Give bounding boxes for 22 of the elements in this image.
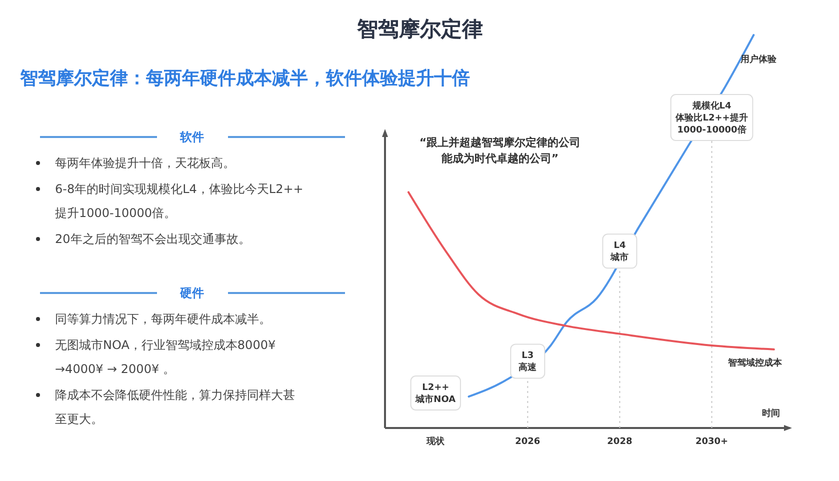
annotation: L3 高速 [518,351,538,374]
text: 每两年体验提升十倍，天花板高。 [55,156,235,170]
x-tick-label: 2030+ [695,437,728,447]
text: 6-8年的时间实现规模化L4，体验比今天L2++提升1000-10000倍。 [55,182,304,220]
annotation: “跟上并超越智驾摩尔定律的公司能成为时代卓越的公司” [419,136,581,165]
series-label: 智驾域控成本 [726,357,783,368]
x-tick-label: 现状 [426,436,446,447]
text: 同等算力情况下，每两年硬件成本减半。 [55,312,271,326]
annotation: L4 城市 [610,241,629,264]
annotation: L2++ 城市NOA [414,383,456,405]
text: 软件 [179,130,204,144]
x-tick-label: 2026 [515,437,540,447]
annotation: 规模化L4 体验比L2++提升 1000-10000倍 [674,100,748,136]
text: 智驾摩尔定律：每两年硬件成本减半，软件体验提升十倍 [19,68,470,89]
chart-title: 智驾摩尔定律 [356,16,483,41]
x-tick-label: 2028 [607,437,632,447]
series-label: 用户体验 [740,54,778,65]
x-axis-title: 时间 [762,408,780,419]
text: 无图城市NOA，行业智驾域控成本8000¥ →4000¥ → 2000¥ 。 [55,338,276,376]
text: 硬件 [179,286,204,300]
text: 降成本不会降低硬件性能，算力保持同样大甚至更大。 [55,388,295,426]
text: 20年之后的智驾不会出现交通事故。 [55,232,250,246]
